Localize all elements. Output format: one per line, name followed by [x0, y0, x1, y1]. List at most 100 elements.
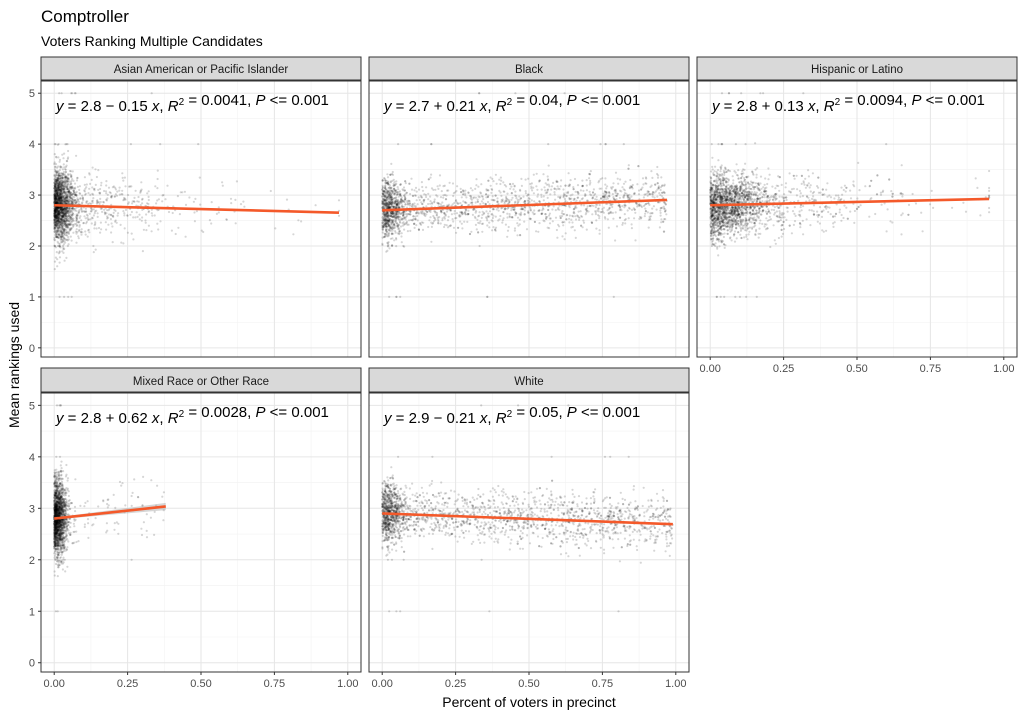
- data-point: [393, 188, 395, 190]
- data-point: [471, 189, 473, 191]
- data-point: [421, 181, 423, 183]
- data-point: [444, 185, 446, 187]
- data-point: [393, 183, 395, 185]
- data-point: [543, 220, 545, 222]
- data-point: [391, 244, 393, 246]
- data-point: [544, 189, 546, 191]
- data-point: [63, 248, 65, 250]
- data-point: [135, 190, 137, 192]
- data-point: [445, 198, 447, 200]
- data-point: [488, 215, 490, 217]
- data-point: [527, 212, 529, 214]
- data-point: [199, 204, 201, 206]
- data-point: [409, 230, 411, 232]
- data-point: [240, 203, 242, 205]
- data-point: [568, 218, 570, 220]
- data-point: [547, 179, 549, 181]
- data-point: [76, 225, 78, 227]
- data-point: [637, 165, 639, 167]
- data-point: [404, 203, 406, 205]
- data-point: [587, 205, 589, 207]
- data-point: [475, 212, 477, 214]
- data-point: [620, 209, 622, 211]
- data-point: [400, 217, 402, 219]
- data-point: [561, 215, 563, 217]
- data-point: [499, 215, 501, 217]
- data-point: [66, 187, 68, 189]
- data-point: [127, 232, 129, 234]
- data-point: [660, 186, 662, 188]
- data-point: [513, 188, 515, 190]
- data-point: [496, 208, 498, 210]
- data-point: [85, 193, 87, 195]
- data-point: [569, 184, 571, 186]
- data-point: [414, 218, 416, 220]
- data-point: [743, 236, 745, 238]
- data-point: [62, 235, 64, 237]
- data-point: [82, 197, 84, 199]
- data-point: [121, 190, 123, 192]
- data-point: [556, 237, 558, 239]
- data-point: [660, 221, 662, 223]
- data-point: [68, 243, 70, 245]
- data-point: [591, 213, 593, 215]
- data-point: [457, 202, 459, 204]
- data-point: [141, 202, 143, 204]
- data-point: [221, 181, 223, 183]
- data-point: [387, 187, 389, 189]
- data-point: [634, 209, 636, 211]
- data-point: [402, 225, 404, 227]
- data-point: [657, 174, 659, 176]
- data-point: [177, 195, 179, 197]
- data-point: [60, 246, 62, 248]
- data-point: [91, 179, 93, 181]
- data-point: [69, 229, 71, 231]
- data-point: [826, 196, 828, 198]
- data-point: [566, 214, 568, 216]
- data-point: [72, 224, 74, 226]
- data-point: [744, 163, 746, 165]
- data-point: [59, 256, 61, 258]
- data-point: [122, 242, 124, 244]
- data-point: [599, 229, 601, 231]
- data-point: [564, 185, 566, 187]
- data-point: [141, 220, 143, 222]
- data-point: [625, 205, 627, 207]
- data-point: [409, 202, 411, 204]
- data-point: [538, 200, 540, 202]
- data-point: [80, 219, 82, 221]
- data-point: [162, 194, 164, 196]
- data-point: [536, 173, 538, 175]
- data-point: [527, 200, 529, 202]
- data-point: [62, 233, 64, 235]
- data-point: [649, 219, 651, 221]
- data-point: [145, 222, 147, 224]
- data-point: [502, 199, 504, 201]
- data-point: [55, 176, 57, 178]
- data-point: [209, 219, 211, 221]
- data-point: [115, 188, 117, 190]
- data-point: [437, 185, 439, 187]
- data-point: [511, 192, 513, 194]
- data-point: [443, 212, 445, 214]
- data-point: [124, 185, 126, 187]
- data-point: [582, 220, 584, 222]
- data-point: [600, 211, 602, 213]
- x-axis-label: Percent of voters in precinct: [442, 694, 616, 710]
- data-point: [419, 199, 421, 201]
- data-point: [437, 222, 439, 224]
- data-point: [554, 188, 556, 190]
- data-point: [486, 224, 488, 226]
- data-point: [157, 228, 159, 230]
- data-point: [70, 176, 72, 178]
- data-point: [100, 182, 102, 184]
- equation-part: P: [255, 92, 265, 109]
- data-point: [570, 198, 572, 200]
- data-point: [56, 265, 58, 267]
- data-point: [571, 221, 573, 223]
- data-point: [610, 211, 612, 213]
- data-point: [555, 188, 557, 190]
- data-point: [638, 204, 640, 206]
- data-point: [89, 213, 91, 215]
